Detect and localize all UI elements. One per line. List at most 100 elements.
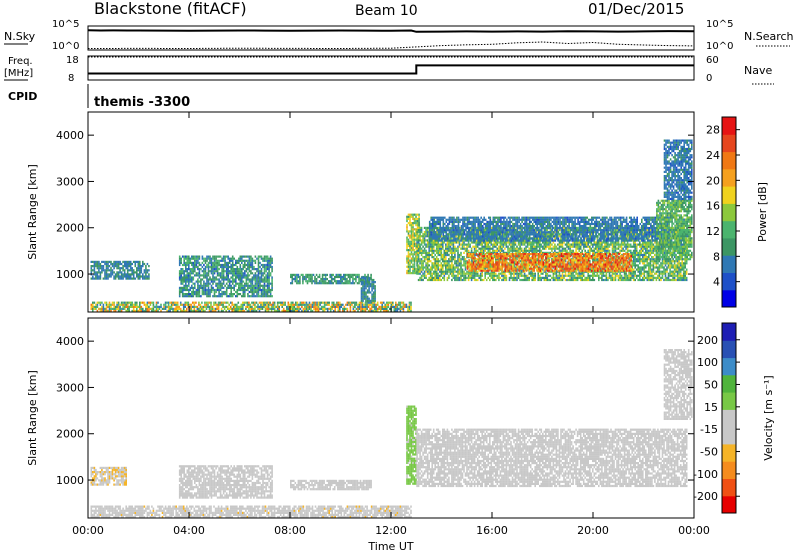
heatmap-cell [416,247,418,250]
heatmap-cell [384,303,386,306]
heatmap-cell [399,301,402,304]
heatmap-cell [217,305,220,308]
heatmap-cell [142,262,144,266]
heatmap-cell [243,303,246,306]
heatmap-cell [552,241,555,244]
heatmap-cell [207,280,210,283]
heatmap-cell [442,266,444,269]
heatmap-cell [364,305,367,308]
heatmap-cell [271,288,273,292]
heatmap-cell [305,307,308,310]
heatmap-cell [101,301,103,304]
heatmap-cell [266,278,269,281]
heatmap-cell [236,282,239,285]
heatmap-cell [186,276,189,279]
heatmap-cell [407,242,410,245]
heatmap-cell [564,243,567,246]
heatmap-cell [96,260,99,263]
heatmap-cell [523,276,526,279]
heatmap-cell [178,305,180,308]
heatmap-cell [122,307,124,310]
heatmap-cell [145,269,147,272]
heatmap-cell [247,255,249,258]
heatmap-cell [326,309,329,313]
heatmap-cell [212,274,214,277]
heatmap-cell [225,293,228,296]
heatmap-cell [308,301,311,304]
heatmap-cell [251,293,254,296]
heatmap-cell [266,268,269,271]
heatmap-cell [236,288,239,292]
heatmap-cell [406,249,408,252]
heatmap-cell [93,260,96,263]
heatmap-cell [358,280,360,283]
heatmap-cell [366,278,369,282]
heatmap-cell [181,282,184,285]
heatmap-cell [467,241,470,244]
heatmap-cell [225,274,228,277]
heatmap-cell [310,307,312,310]
heatmap-cell [251,278,254,281]
heatmap-cell [415,213,417,216]
heatmap-cell [299,278,301,281]
heatmap-cell [464,272,467,275]
heatmap-cell [448,245,450,248]
heatmap-cell [482,241,485,244]
heatmap-cell [434,243,436,246]
heatmap-cell [470,247,473,250]
heatmap-cell [273,301,276,304]
heatmap-cell [431,256,433,259]
heatmap-cell [555,276,558,279]
heatmap-cell [239,276,242,279]
heatmap-cell [242,255,245,258]
heatmap-cell [412,255,414,258]
heatmap-cell [179,301,182,304]
heatmap-cell [423,226,426,229]
heatmap-cell [209,270,211,273]
heatmap-cell [519,249,521,252]
heatmap-cell [266,276,269,279]
heatmap-cell [582,247,585,250]
heatmap-cell [241,257,243,260]
heatmap-cell [532,278,535,282]
heatmap-cell [257,280,260,283]
heatmap-cell [108,307,111,310]
heatmap-cell [131,301,133,304]
heatmap-cell [560,274,562,277]
heatmap-cell [139,277,141,280]
heatmap-cell [485,278,488,282]
heatmap-cell [455,249,458,252]
heatmap-cell [570,276,573,279]
heatmap-cell [239,286,242,289]
heatmap-cell [194,274,196,277]
heatmap-cell [254,301,256,304]
heatmap-cell [451,253,453,257]
heatmap-cell [245,278,248,281]
heatmap-cell [108,303,111,306]
heatmap-cell [317,282,319,285]
heatmap-cell [472,276,474,279]
heatmap-cell [189,276,192,279]
heatmap-cell [208,305,211,308]
heatmap-cell [231,282,234,285]
heatmap-cell [356,275,359,279]
heatmap-cell [448,274,450,277]
heatmap-cell [271,282,273,285]
heatmap-cell [475,272,477,275]
heatmap-cell [535,249,538,252]
heatmap-cell [286,309,288,313]
heatmap-cell [99,309,102,313]
heatmap-cell [498,249,500,252]
heatmap-cell [346,307,349,310]
heatmap-cell [422,274,424,277]
heatmap-cell [429,245,432,248]
heatmap-cell [128,275,130,278]
heatmap-cell [326,303,329,306]
heatmap-cell [116,262,118,266]
heatmap-cell [356,273,359,276]
heatmap-cell [451,258,453,261]
heatmap-cell [207,261,210,264]
heatmap-cell [261,301,264,304]
heatmap-cell [461,241,464,244]
heatmap-cell [272,301,274,304]
